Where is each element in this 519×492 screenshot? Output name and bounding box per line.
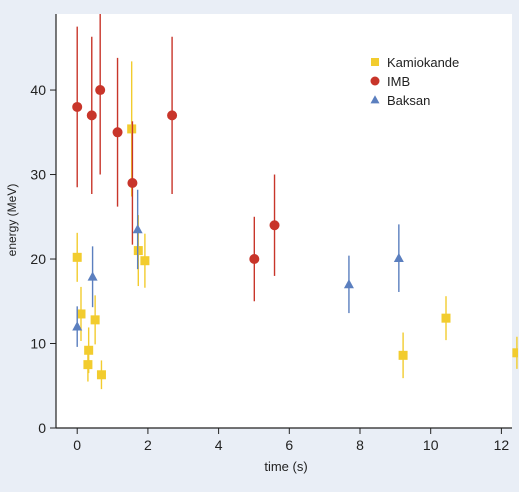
x-tick-label: 2	[144, 437, 152, 453]
legend-marker	[370, 76, 380, 86]
data-point	[132, 224, 143, 234]
legend-marker	[371, 58, 379, 66]
data-layer	[72, 14, 518, 390]
plot-background	[56, 14, 512, 428]
series-baksan	[72, 189, 404, 347]
legend-marker	[370, 95, 380, 104]
data-point	[83, 360, 93, 370]
data-point	[72, 321, 83, 331]
data-point	[72, 252, 82, 262]
legend-item-baksan: Baksan	[370, 93, 430, 108]
legend-label: IMB	[387, 74, 410, 89]
data-point	[441, 313, 451, 323]
y-axis-label: energy (MeV)	[5, 184, 19, 257]
data-point	[72, 101, 83, 112]
data-point	[76, 309, 86, 319]
data-point	[84, 345, 94, 355]
x-tick-label: 10	[423, 437, 439, 453]
legend-item-imb: IMB	[370, 74, 410, 89]
x-tick-label: 6	[285, 437, 293, 453]
data-point	[96, 370, 106, 380]
data-point	[90, 315, 100, 325]
series-imb	[72, 14, 280, 302]
data-point	[167, 110, 178, 121]
data-point	[393, 252, 404, 263]
data-point	[269, 220, 280, 231]
data-point	[127, 124, 137, 134]
y-tick-label: 40	[30, 82, 46, 98]
legend: Kamiokande IMB Baksan	[370, 55, 459, 108]
data-point	[87, 271, 98, 281]
x-tick-label: 4	[215, 437, 223, 453]
legend-label: Baksan	[387, 93, 430, 108]
y-tick-label: 10	[30, 336, 46, 352]
legend-item-kamiokande: Kamiokande	[371, 55, 459, 70]
x-tick-label: 0	[73, 437, 81, 453]
data-point	[127, 177, 138, 188]
data-point	[140, 256, 150, 266]
data-point	[398, 350, 408, 360]
y-tick-label: 0	[38, 420, 46, 436]
data-point	[343, 279, 354, 289]
plot-area	[56, 14, 512, 428]
data-point	[249, 254, 260, 265]
data-point	[95, 85, 106, 96]
y-tick-label: 30	[30, 167, 46, 183]
axes: 0 2 4 6 8 10 12 0 10 20 30 40	[30, 14, 512, 453]
y-tick-label: 20	[30, 251, 46, 267]
data-point	[86, 110, 97, 121]
legend-label: Kamiokande	[387, 55, 459, 70]
data-point	[512, 348, 518, 358]
x-tick-label: 8	[356, 437, 364, 453]
data-point	[112, 127, 123, 138]
x-axis-label: time (s)	[264, 459, 307, 474]
x-tick-label: 12	[494, 437, 510, 453]
